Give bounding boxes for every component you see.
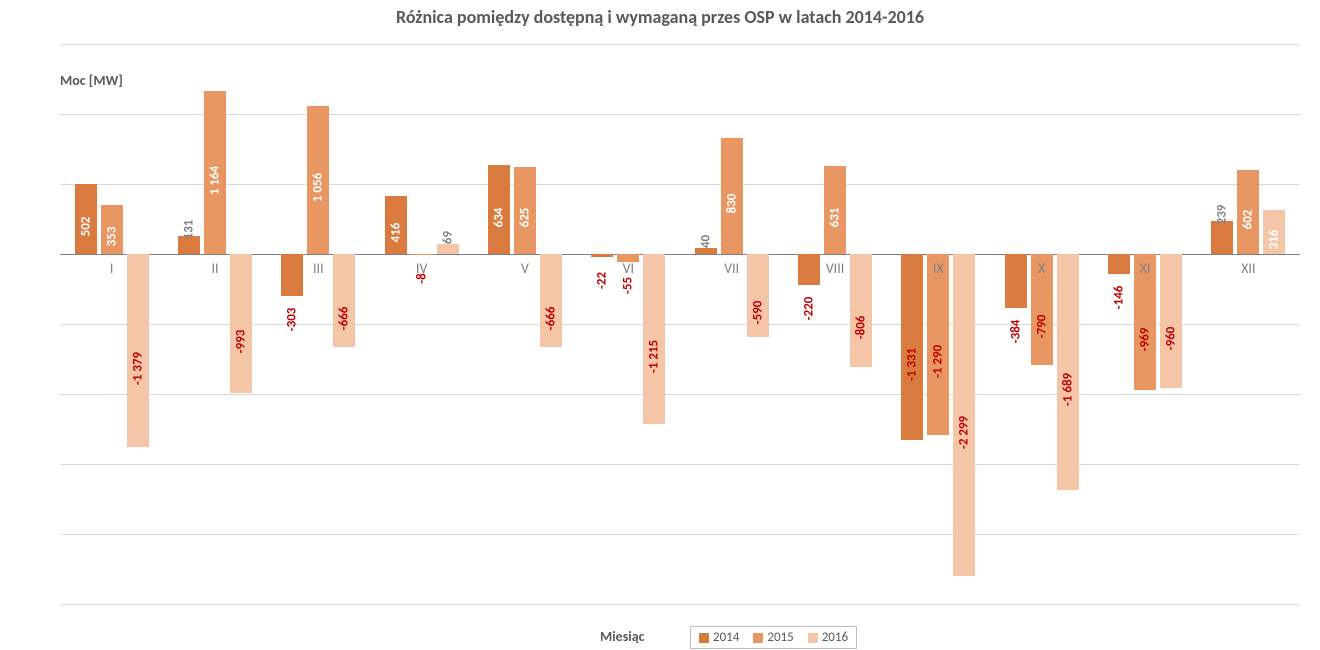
bar-value-label: -790 [1034, 297, 1049, 357]
bar-value-label: 40 [698, 212, 713, 272]
x-axis-label: Miesiąc [600, 628, 645, 645]
bar-value-label: -806 [854, 298, 869, 358]
category-label: IX [933, 260, 944, 277]
bar-value-label: 634 [492, 187, 507, 247]
bar-value-label: -993 [234, 311, 249, 371]
bar-value-label: -220 [802, 278, 817, 338]
gridline [60, 464, 1300, 465]
bar-value-label: -960 [1164, 309, 1179, 369]
bar-value-label: 1 164 [208, 150, 223, 210]
category-label: V [521, 260, 529, 277]
category-label: XI [1140, 260, 1151, 277]
gridline [60, 114, 1300, 115]
legend-swatch [699, 633, 709, 643]
bar-value-label: -969 [1138, 309, 1153, 369]
legend-label: 2014 [713, 630, 739, 645]
bar-value-label: -666 [337, 288, 352, 348]
bar-value-label: -1 379 [130, 338, 145, 398]
bar-value-label: 69 [440, 208, 455, 268]
category-label: IV [416, 260, 427, 277]
bar-value-label: 830 [724, 173, 739, 233]
bar-value-label: 239 [1215, 184, 1230, 244]
category-label: X [1038, 260, 1045, 277]
category-label: VI [623, 260, 634, 277]
bar [1005, 254, 1027, 308]
bar-value-label: 316 [1267, 209, 1282, 269]
bar-value-label: 502 [78, 196, 93, 256]
bar-value-label: -1 290 [931, 332, 946, 392]
category-label: XII [1241, 260, 1255, 277]
gridline [60, 604, 1300, 605]
gridline [60, 534, 1300, 535]
legend-item: 2015 [753, 630, 793, 645]
bar-value-label: -22 [595, 251, 610, 311]
gridline [60, 394, 1300, 395]
legend: 2014 2015 2016 [690, 626, 857, 649]
bar-value-label: 625 [518, 188, 533, 248]
bar-value-label: 631 [828, 187, 843, 247]
gridline [60, 184, 1300, 185]
bar-value-label: -666 [544, 288, 559, 348]
legend-label: 2015 [767, 630, 793, 645]
category-label: VIII [826, 260, 845, 277]
gridline [60, 44, 1300, 45]
chart-title: Różnica pomiędzy dostępną i wymaganą prz… [0, 0, 1320, 28]
plot-area: 502 353 -1 379 I 131 1 164 -993 II -303 1 056 -666… [60, 44, 1300, 604]
bar-value-label: 416 [388, 202, 403, 262]
bar-value-label: -303 [285, 290, 300, 350]
bar-value-label: 353 [104, 207, 119, 267]
bar-value-label: -1 689 [1060, 360, 1075, 420]
bar-value-label: -8 [414, 249, 429, 309]
bar-value-label: 131 [182, 199, 197, 259]
legend-item: 2014 [699, 630, 739, 645]
category-label: I [110, 260, 114, 277]
legend-swatch [808, 633, 818, 643]
bar-value-label: 1 056 [311, 158, 326, 218]
bar-value-label: -590 [750, 283, 765, 343]
legend-swatch [753, 633, 763, 643]
bar-value-label: -1 215 [647, 327, 662, 387]
bar-value-label: 602 [1241, 189, 1256, 249]
legend-label: 2016 [822, 630, 848, 645]
legend-item: 2016 [808, 630, 848, 645]
bar-value-label: -384 [1008, 301, 1023, 361]
category-label: VII [724, 260, 739, 277]
category-label: III [313, 260, 324, 277]
bar-value-label: -1 331 [905, 335, 920, 395]
category-label: II [211, 260, 218, 277]
bar-value-label: -2 299 [957, 402, 972, 462]
bar-value-label: -146 [1112, 268, 1127, 328]
